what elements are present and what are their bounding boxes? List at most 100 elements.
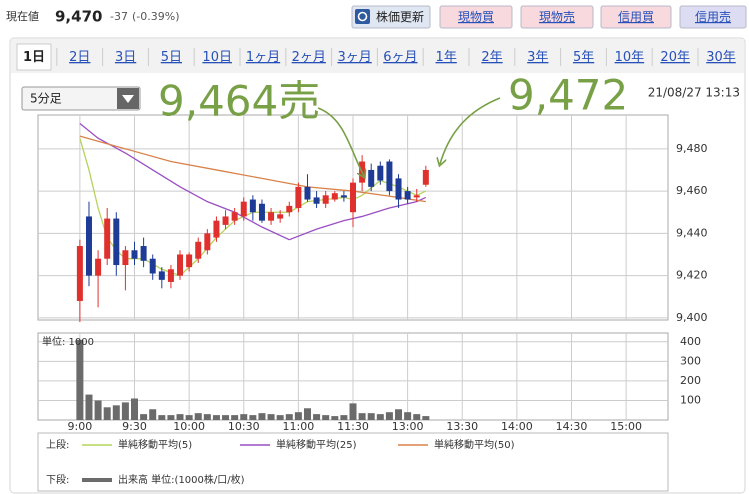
candle-body xyxy=(113,218,120,266)
y-tick-label: 9,460 xyxy=(676,184,708,197)
tab[interactable]: 1日 xyxy=(23,50,45,65)
volume-bar xyxy=(349,403,357,420)
tab[interactable]: 5日 xyxy=(161,50,182,65)
x-tick-label: 10:30 xyxy=(228,420,260,433)
y-tick-label: 300 xyxy=(680,354,701,367)
candle-body xyxy=(76,246,83,301)
action-button[interactable] xyxy=(679,5,747,29)
x-tick-label: 15:00 xyxy=(610,420,642,433)
x-tick-label: 9:00 xyxy=(68,420,93,433)
volume-bar xyxy=(149,409,157,420)
candle-body xyxy=(177,254,184,276)
tab[interactable]: 3ヶ月 xyxy=(337,50,371,65)
candle-body xyxy=(195,241,202,259)
candle-body xyxy=(149,258,156,274)
price-change-pct: (-0.39%) xyxy=(132,10,180,23)
timestamp: 21/08/27 13:13 xyxy=(648,86,740,100)
candle-body xyxy=(258,203,265,221)
tab[interactable]: 1ヶ月 xyxy=(246,50,280,65)
annotation: 9,464売 xyxy=(158,77,320,126)
tab[interactable]: 10年 xyxy=(615,50,645,65)
candle-body xyxy=(413,195,420,198)
legend-row-label: 上段: xyxy=(46,438,69,451)
button-label[interactable]: 信用買 xyxy=(618,10,654,24)
button-label[interactable]: 現物売 xyxy=(539,9,575,24)
tab[interactable]: 3年 xyxy=(527,50,548,65)
y-tick-label: 400 xyxy=(680,335,701,348)
volume-bar xyxy=(340,415,348,420)
moving-average-line xyxy=(79,135,426,203)
x-tick-label: 14:30 xyxy=(556,420,588,433)
volume-bar xyxy=(203,414,211,420)
volume-bar xyxy=(294,412,302,420)
button-label[interactable]: 株価更新 xyxy=(376,9,424,24)
volume-bar xyxy=(85,394,93,420)
annotation: 9,472 xyxy=(508,71,628,120)
candle-body xyxy=(422,169,429,185)
candle-body xyxy=(340,195,347,198)
x-tick-label: 11:30 xyxy=(337,420,369,433)
y-tick-label: 9,480 xyxy=(676,142,708,155)
button-label[interactable]: 信用売 xyxy=(695,9,731,24)
volume-bar xyxy=(385,412,393,420)
candle-body xyxy=(368,169,375,187)
button-label[interactable]: 現物買 xyxy=(458,10,494,24)
candle-body xyxy=(350,182,356,213)
candle-body xyxy=(85,216,92,276)
candle-body xyxy=(204,233,211,251)
candle-body xyxy=(240,201,247,217)
candle-body xyxy=(122,250,129,266)
refresh-icon xyxy=(355,9,370,24)
volume-bar xyxy=(185,415,193,420)
volume-bar xyxy=(94,400,102,420)
volume-bar xyxy=(276,415,284,420)
volume-bar xyxy=(267,414,275,420)
candle-body xyxy=(322,195,329,204)
action-button[interactable] xyxy=(520,5,594,29)
volume-bar xyxy=(358,413,366,420)
legend-label: 単純移動平均(50) xyxy=(434,438,515,451)
plots: 9,400 9,420 9,440 9,460 9,480 9,464売 9,472 上段: 単… xyxy=(38,71,708,486)
tab[interactable]: 5年 xyxy=(573,50,594,65)
action-button[interactable] xyxy=(351,5,431,29)
tab[interactable]: 2日 xyxy=(69,50,90,65)
dropdown-arrow xyxy=(122,95,134,103)
interval-dropdown[interactable] xyxy=(21,86,141,111)
moving-average-line xyxy=(79,122,427,241)
candle-body xyxy=(222,216,229,225)
volume-bar xyxy=(212,415,220,420)
volume-bar xyxy=(285,414,293,420)
action-button[interactable] xyxy=(600,5,672,29)
volume-bar xyxy=(131,398,139,420)
tab[interactable]: 20年 xyxy=(660,50,690,65)
legend-row-label: 下段: xyxy=(46,473,69,486)
unit-label: 単位: 1000 xyxy=(42,335,94,348)
candle-body xyxy=(386,161,393,192)
volume-bar xyxy=(367,413,375,420)
tab[interactable]: 2年 xyxy=(481,50,502,65)
tab[interactable]: 2ヶ月 xyxy=(292,50,326,65)
legend-box xyxy=(37,432,669,492)
candle-body xyxy=(231,212,238,221)
tab[interactable]: 30年 xyxy=(706,50,736,65)
x-tick-label: 13:00 xyxy=(392,420,424,433)
tab[interactable]: 6ヶ月 xyxy=(383,50,417,65)
candle-body xyxy=(186,254,193,268)
candle-body xyxy=(404,191,411,200)
candle-body xyxy=(158,271,165,280)
candle-body xyxy=(95,258,102,276)
candle-body xyxy=(295,186,302,208)
tab[interactable]: 3日 xyxy=(115,50,136,65)
x-tick-label: 9:30 xyxy=(122,420,147,433)
y-tick-label: 200 xyxy=(680,374,701,387)
tab[interactable]: 10日 xyxy=(202,50,232,65)
action-button[interactable] xyxy=(439,5,513,29)
candle-body xyxy=(395,178,402,200)
tab[interactable]: 1年 xyxy=(436,50,457,65)
candle-body xyxy=(104,218,111,259)
volume-bar xyxy=(376,414,384,420)
tab-selected[interactable] xyxy=(16,43,52,71)
